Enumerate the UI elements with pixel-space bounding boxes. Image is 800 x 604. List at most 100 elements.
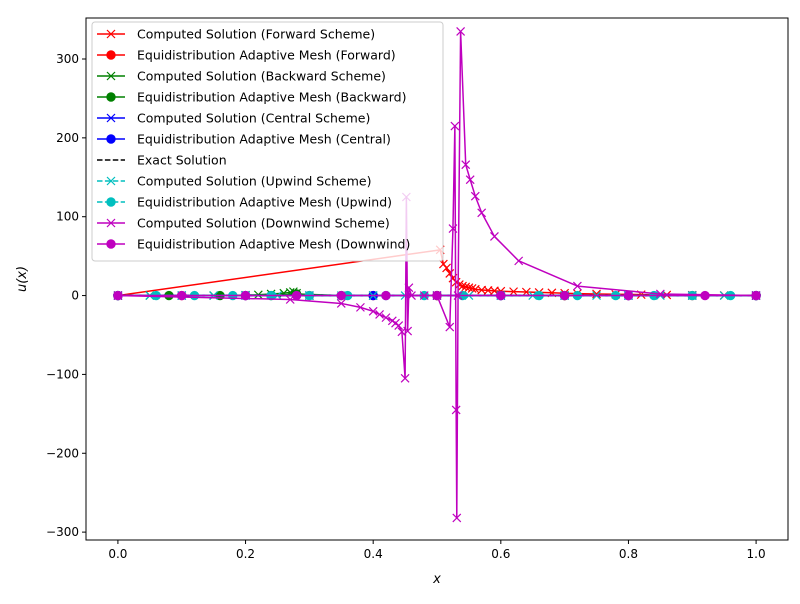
legend-entry: Computed Solution (Forward Scheme) — [97, 27, 375, 42]
x-marker-stroke — [445, 269, 455, 278]
legend-entry: Equidistribution Adaptive Mesh (Central) — [97, 132, 391, 147]
y-tick-label: 0 — [71, 289, 79, 303]
data-point — [336, 299, 346, 308]
x-marker-stroke — [394, 321, 404, 330]
data-point — [751, 290, 761, 301]
legend-swatch-marker — [106, 92, 116, 102]
legend-entry: Computed Solution (Downwind Scheme) — [97, 216, 390, 231]
series-layer — [113, 26, 761, 523]
data-point — [400, 373, 410, 383]
legend-swatch-marker — [106, 176, 116, 186]
legend-entry: Equidistribution Adaptive Mesh (Upwind) — [97, 195, 392, 210]
legend-entry: Equidistribution Adaptive Mesh (Downwind… — [97, 237, 410, 252]
y-tick-label: 100 — [56, 210, 79, 224]
x-marker-stroke — [452, 513, 462, 523]
legend-label: Equidistribution Adaptive Mesh (Central) — [137, 132, 391, 147]
legend-label: Equidistribution Adaptive Mesh (Forward) — [137, 48, 396, 63]
data-point — [623, 290, 634, 301]
x-marker-stroke — [448, 224, 458, 233]
data-point — [450, 121, 460, 131]
x-marker-stroke — [381, 313, 391, 323]
data-point — [113, 290, 123, 301]
data-point — [445, 269, 455, 278]
x-marker-stroke — [400, 373, 410, 383]
x-marker-stroke — [572, 281, 582, 291]
data-point — [452, 513, 462, 523]
y-tick-label: 300 — [56, 52, 79, 66]
x-marker-stroke — [592, 289, 601, 299]
x-tick-label: 0.6 — [491, 547, 510, 561]
data-point — [177, 290, 187, 301]
data-point — [253, 290, 263, 300]
x-marker-stroke — [403, 326, 413, 336]
data-point — [403, 326, 413, 336]
data-point — [700, 290, 710, 301]
data-point — [432, 290, 442, 301]
x-marker-stroke — [521, 287, 531, 297]
x-tick-label: 0.0 — [108, 547, 127, 561]
x-marker-stroke — [106, 71, 116, 81]
data-point — [240, 290, 251, 301]
x-tick-label: 0.4 — [364, 547, 383, 561]
legend-swatch-marker — [106, 197, 116, 207]
y-axis: −300 −200 −100 0 100 200 300 — [46, 52, 86, 539]
legend-label: Exact Solution — [137, 153, 227, 168]
x-marker-stroke — [465, 175, 475, 185]
x-marker-stroke — [106, 218, 116, 228]
legend-swatch-marker — [106, 239, 116, 249]
legend-swatch-marker — [106, 71, 116, 81]
x-marker-stroke — [355, 302, 365, 312]
data-point — [442, 263, 451, 273]
legend-label: Computed Solution (Backward Scheme) — [137, 69, 386, 84]
data-point — [394, 321, 404, 330]
legend-entry: Computed Solution (Backward Scheme) — [97, 69, 386, 84]
legend-label: Equidistribution Adaptive Mesh (Backward… — [137, 90, 406, 105]
x-tick-label: 1.0 — [747, 547, 766, 561]
data-point — [514, 256, 524, 266]
x-marker-stroke — [454, 280, 464, 289]
data-point — [368, 306, 378, 316]
x-tick-label: 0.8 — [619, 547, 638, 561]
x-marker-stroke — [397, 327, 407, 337]
x-marker-stroke — [106, 29, 116, 39]
x-marker-stroke — [451, 405, 461, 415]
data-point — [477, 208, 487, 218]
x-axis-label: x — [432, 572, 441, 587]
data-point — [336, 290, 346, 301]
x-marker-stroke — [106, 176, 116, 186]
legend-entry: Computed Solution (Upwind Scheme) — [97, 174, 371, 189]
data-point — [559, 290, 570, 301]
data-point — [456, 26, 466, 36]
legend-swatch-marker — [106, 29, 116, 39]
x-marker-stroke — [445, 322, 455, 332]
x-marker-stroke — [467, 284, 477, 293]
x-marker-stroke — [368, 306, 378, 316]
legend-entry: Computed Solution (Central Scheme) — [97, 111, 370, 126]
data-point — [355, 302, 365, 312]
legend: Computed Solution (Forward Scheme) Equidi… — [91, 21, 444, 262]
legend-swatch-marker — [106, 134, 116, 144]
data-point — [509, 287, 519, 297]
x-marker-stroke — [490, 231, 499, 241]
plot-frame — [85, 17, 789, 541]
y-axis-label: u(x) — [15, 266, 30, 292]
data-point — [291, 290, 302, 301]
data-point — [381, 313, 391, 323]
x-marker-stroke — [477, 208, 487, 218]
x-marker-stroke — [106, 113, 116, 123]
data-point — [470, 191, 480, 201]
x-marker-stroke — [336, 299, 346, 308]
legend-entry: Equidistribution Adaptive Mesh (Backward… — [97, 90, 406, 105]
x-marker-stroke — [456, 26, 466, 36]
legend-swatch-marker — [106, 50, 116, 60]
x-marker-stroke — [470, 191, 480, 201]
legend-label: Equidistribution Adaptive Mesh (Upwind) — [137, 195, 392, 210]
legend-swatch-marker — [106, 218, 116, 228]
data-point — [465, 175, 475, 185]
data-point — [496, 290, 506, 301]
data-point — [448, 224, 458, 233]
data-point — [445, 322, 455, 332]
x-marker-stroke — [442, 263, 451, 273]
